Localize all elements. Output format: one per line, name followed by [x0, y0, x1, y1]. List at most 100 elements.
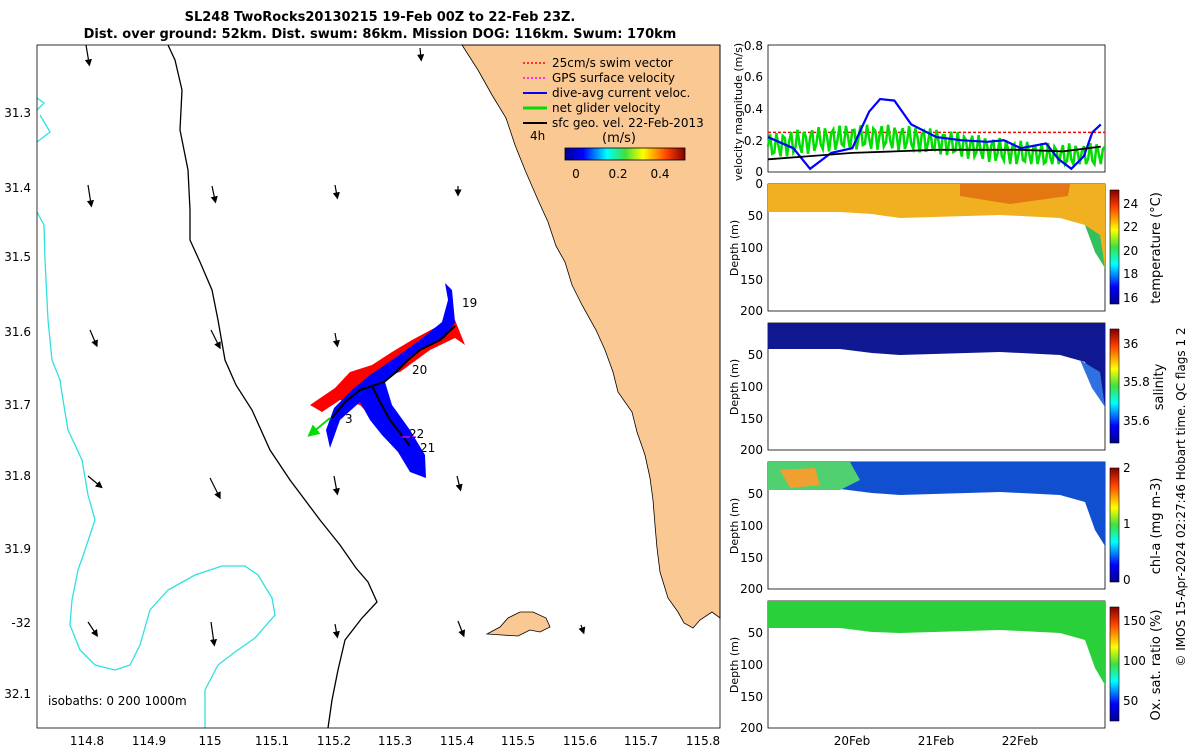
chla-colorbar	[1109, 467, 1120, 583]
map-y-tick: 31.7	[4, 398, 31, 412]
speed-colorbar-tick: 0.2	[608, 167, 627, 181]
velocity-y-label: velocity magnitude (m/s)	[732, 43, 745, 181]
time-x-ticks: 20Feb 21Feb 22Feb	[834, 734, 1039, 748]
section-y-ticks: 0 50 100 150 200 50 100 150 200 50 100 1…	[740, 177, 763, 735]
map-y-tick: -32	[11, 616, 31, 630]
ox-y-tick: 200	[740, 721, 763, 735]
chla-peak-patch	[780, 468, 820, 488]
speed-colorbar-label: (m/s)	[602, 131, 636, 146]
time-x-tick: 21Feb	[918, 734, 955, 748]
temp-cb-label: temperature (°C)	[1149, 192, 1164, 304]
map-y-tick: 31.5	[4, 250, 31, 264]
figure-subtitle: Dist. over ground: 52km. Dist. swum: 86k…	[83, 27, 677, 42]
sal-y-tick: 50	[748, 348, 763, 362]
map-x-tick: 115.8	[686, 734, 720, 748]
section-colorbars	[1109, 189, 1120, 722]
sal-y-label: Depth (m)	[728, 359, 741, 415]
chla-y-tick: 50	[748, 487, 763, 501]
day-label-19: 19	[462, 296, 477, 310]
map-y-tick: 31.6	[4, 325, 31, 339]
time-x-tick: 20Feb	[834, 734, 871, 748]
land-area	[461, 44, 721, 629]
temp-y-tick: 200	[740, 304, 763, 318]
temp-y-label: Depth (m)	[728, 220, 741, 276]
sal-y-tick: 200	[740, 443, 763, 457]
ox-y-label: Depth (m)	[728, 637, 741, 693]
legend-net: net glider velocity	[552, 101, 660, 115]
temperature-panel	[767, 183, 1106, 312]
map-y-ticks: 31.3 31.4 31.5 31.6 31.7 31.8 31.9 -32 3…	[4, 106, 31, 701]
chla-cb-label: chl-a (mg m-3)	[1149, 478, 1164, 575]
figure-title: SL248 TwoRocks20130215 19-Feb 00Z to 22-…	[184, 10, 576, 25]
legend-geo: sfc geo. vel. 22-Feb-2013	[552, 116, 704, 130]
time-step-label: 4h	[530, 129, 545, 143]
map-x-tick: 115.5	[501, 734, 535, 748]
temp-cb-tick: 22	[1123, 220, 1138, 234]
swim-vectors	[310, 320, 465, 438]
isobaths-label: isobaths: 0 200 1000m	[48, 694, 187, 708]
vel-y-tick: 0	[755, 165, 763, 179]
ox-cb-tick: 50	[1123, 694, 1138, 708]
map-y-tick: 31.8	[4, 469, 31, 483]
temp-cb-tick: 24	[1123, 197, 1138, 211]
temp-colorbar	[1109, 189, 1120, 305]
temp-y-tick: 0	[755, 177, 763, 191]
isobath-200m	[167, 44, 378, 729]
sal-cb-label: salinity	[1152, 363, 1167, 410]
map-y-tick: 32.1	[4, 687, 31, 701]
colorbar-ticks: 16 18 20 22 24 35.6 35.8 36 0 1 2 50 100…	[1123, 197, 1150, 708]
salinity-panel	[767, 322, 1106, 451]
velocity-panel: 0 0.2 0.4 0.6 0.8 velocity magnitude (m/…	[732, 39, 1106, 181]
day-labels: 19 20 3 22 21	[345, 296, 477, 455]
salinity-high-patch	[1080, 360, 1105, 407]
legend-current: dive-avg current veloc.	[552, 86, 690, 100]
temperature-cold-patch	[1085, 225, 1105, 268]
day-label-22: 22	[409, 427, 424, 441]
chla-y-label: Depth (m)	[728, 498, 741, 554]
map-x-tick: 114.9	[132, 734, 166, 748]
vel-y-tick: 0.8	[744, 39, 763, 53]
ox-cb-tick: 100	[1123, 654, 1146, 668]
chla-cb-tick: 1	[1123, 517, 1131, 531]
map-x-ticks: 114.8 114.9 115 115.1 115.2 115.3 115.4 …	[70, 734, 720, 748]
day-label-21: 21	[420, 441, 435, 455]
copyright-note: © IMOS 15-Apr-2024 02:27:46 Hobart time.…	[1174, 327, 1188, 666]
sal-y-tick: 150	[740, 412, 763, 426]
velocity-series	[766, 97, 1106, 171]
temp-cb-tick: 18	[1123, 267, 1138, 281]
speed-colorbar-tick: 0	[572, 167, 580, 181]
sal-cb-tick: 35.8	[1123, 375, 1150, 389]
colorbar-labels: temperature (°C) salinity chl-a (mg m-3)…	[1149, 192, 1167, 720]
map-x-tick: 115.1	[255, 734, 289, 748]
net-velocity-arrow	[307, 417, 331, 437]
sal-cb-tick: 35.6	[1123, 414, 1150, 428]
time-x-tick: 22Feb	[1002, 734, 1039, 748]
ox-cb-label: Ox. sat. ratio (%)	[1149, 610, 1164, 721]
chla-y-tick: 100	[740, 519, 763, 533]
map-x-tick: 115	[199, 734, 222, 748]
map-x-tick: 115.2	[317, 734, 351, 748]
sal-y-tick: 100	[740, 380, 763, 394]
map-legend: 25cm/s swim vector GPS surface velocity …	[523, 56, 704, 181]
map-y-tick: 31.9	[4, 542, 31, 556]
chla-y-tick: 200	[740, 582, 763, 596]
speed-colorbar	[564, 147, 686, 161]
map-x-tick: 115.7	[624, 734, 658, 748]
sal-colorbar	[1109, 328, 1120, 444]
day-label-3: 3	[345, 412, 353, 426]
legend-swim: 25cm/s swim vector	[552, 56, 673, 70]
salinity-fill	[768, 323, 1105, 407]
vel-y-tick: 0.4	[744, 102, 763, 116]
map-x-tick: 115.6	[563, 734, 597, 748]
current-speed-line	[767, 97, 1102, 171]
map-border	[36, 44, 721, 729]
map-x-tick: 114.8	[70, 734, 104, 748]
temp-cb-tick: 20	[1123, 244, 1138, 258]
legend-gps: GPS surface velocity	[552, 71, 675, 85]
ox-y-tick: 100	[740, 658, 763, 672]
oxsat-fill	[768, 601, 1105, 685]
current-vectors	[326, 283, 455, 478]
chla-y-tick: 150	[740, 551, 763, 565]
section-y-labels: Depth (m) Depth (m) Depth (m) Depth (m)	[728, 220, 741, 693]
